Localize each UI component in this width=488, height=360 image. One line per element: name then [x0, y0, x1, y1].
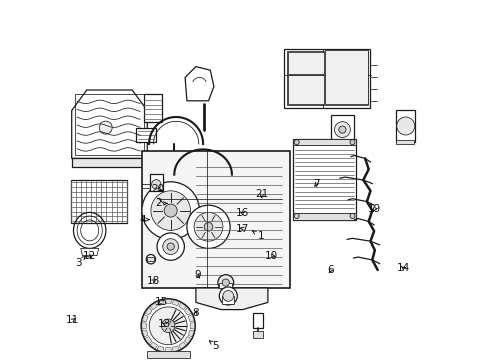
Bar	[146, 351, 189, 358]
Circle shape	[223, 291, 233, 301]
Circle shape	[334, 122, 349, 138]
Bar	[286, 51, 367, 105]
Polygon shape	[164, 348, 171, 352]
Bar	[332, 148, 352, 154]
Circle shape	[146, 255, 155, 264]
Polygon shape	[142, 330, 148, 337]
Bar	[287, 52, 324, 74]
Text: 15: 15	[154, 297, 167, 307]
Polygon shape	[179, 303, 186, 310]
Text: 20: 20	[150, 184, 163, 194]
Bar	[284, 49, 370, 108]
Polygon shape	[188, 330, 194, 337]
Bar	[395, 110, 415, 142]
Text: 21: 21	[255, 189, 268, 199]
Circle shape	[167, 243, 174, 250]
Polygon shape	[184, 308, 191, 315]
Polygon shape	[179, 342, 186, 349]
Text: 12: 12	[82, 251, 96, 261]
Text: 4: 4	[140, 215, 149, 225]
Polygon shape	[145, 308, 152, 315]
Circle shape	[164, 204, 177, 217]
Bar	[150, 174, 163, 191]
Bar	[75, 94, 143, 155]
Bar	[142, 151, 289, 288]
Bar	[222, 296, 234, 304]
Circle shape	[157, 233, 184, 260]
Bar	[292, 213, 355, 220]
Text: 9: 9	[194, 270, 201, 280]
Polygon shape	[142, 323, 146, 329]
Circle shape	[294, 213, 299, 219]
Circle shape	[218, 275, 233, 291]
Text: 7: 7	[312, 179, 319, 189]
Polygon shape	[196, 288, 267, 310]
Polygon shape	[188, 315, 194, 321]
Bar	[287, 75, 324, 104]
Bar	[253, 331, 263, 338]
Text: 1: 1	[252, 231, 264, 241]
Circle shape	[151, 191, 190, 230]
Text: 18: 18	[147, 276, 160, 286]
Text: 6: 6	[327, 265, 333, 275]
Circle shape	[161, 319, 175, 333]
Bar	[292, 139, 355, 220]
Text: 17: 17	[236, 224, 249, 234]
Text: 11: 11	[66, 315, 79, 325]
Text: 10: 10	[264, 251, 278, 261]
Polygon shape	[190, 323, 194, 329]
Circle shape	[99, 121, 112, 134]
Circle shape	[151, 180, 161, 189]
Circle shape	[219, 287, 237, 305]
Polygon shape	[142, 315, 148, 321]
Bar	[72, 158, 147, 167]
Circle shape	[349, 140, 354, 145]
Text: 5: 5	[209, 341, 219, 351]
Polygon shape	[157, 346, 163, 352]
Circle shape	[186, 205, 230, 248]
Bar	[147, 257, 154, 261]
Text: 2: 2	[155, 198, 167, 208]
Circle shape	[149, 307, 187, 345]
Bar	[143, 94, 162, 122]
Circle shape	[194, 212, 223, 241]
Text: 19: 19	[367, 204, 381, 214]
Polygon shape	[172, 346, 179, 352]
Bar	[136, 128, 156, 142]
Circle shape	[222, 279, 229, 286]
Text: 14: 14	[396, 263, 409, 273]
Circle shape	[141, 299, 195, 353]
Bar	[330, 115, 354, 148]
Polygon shape	[81, 248, 99, 256]
Text: 8: 8	[192, 308, 199, 318]
Circle shape	[349, 213, 354, 219]
Polygon shape	[150, 303, 157, 310]
Polygon shape	[184, 337, 191, 344]
Circle shape	[294, 140, 299, 145]
Circle shape	[396, 117, 414, 135]
Bar	[71, 180, 126, 223]
Bar	[219, 283, 232, 288]
Text: 13: 13	[158, 319, 171, 329]
Bar	[253, 313, 263, 328]
Text: 16: 16	[236, 208, 249, 218]
Circle shape	[142, 182, 199, 239]
Polygon shape	[269, 151, 289, 166]
Polygon shape	[157, 300, 163, 306]
Polygon shape	[145, 337, 152, 344]
Polygon shape	[185, 67, 213, 101]
Text: 3: 3	[75, 256, 85, 268]
Polygon shape	[72, 90, 147, 158]
Circle shape	[163, 239, 178, 255]
Polygon shape	[164, 300, 171, 304]
Bar	[324, 50, 367, 104]
Circle shape	[204, 222, 212, 231]
Polygon shape	[150, 342, 157, 349]
Bar	[396, 140, 413, 144]
Polygon shape	[172, 300, 179, 306]
Bar	[292, 139, 355, 145]
Circle shape	[338, 126, 346, 133]
